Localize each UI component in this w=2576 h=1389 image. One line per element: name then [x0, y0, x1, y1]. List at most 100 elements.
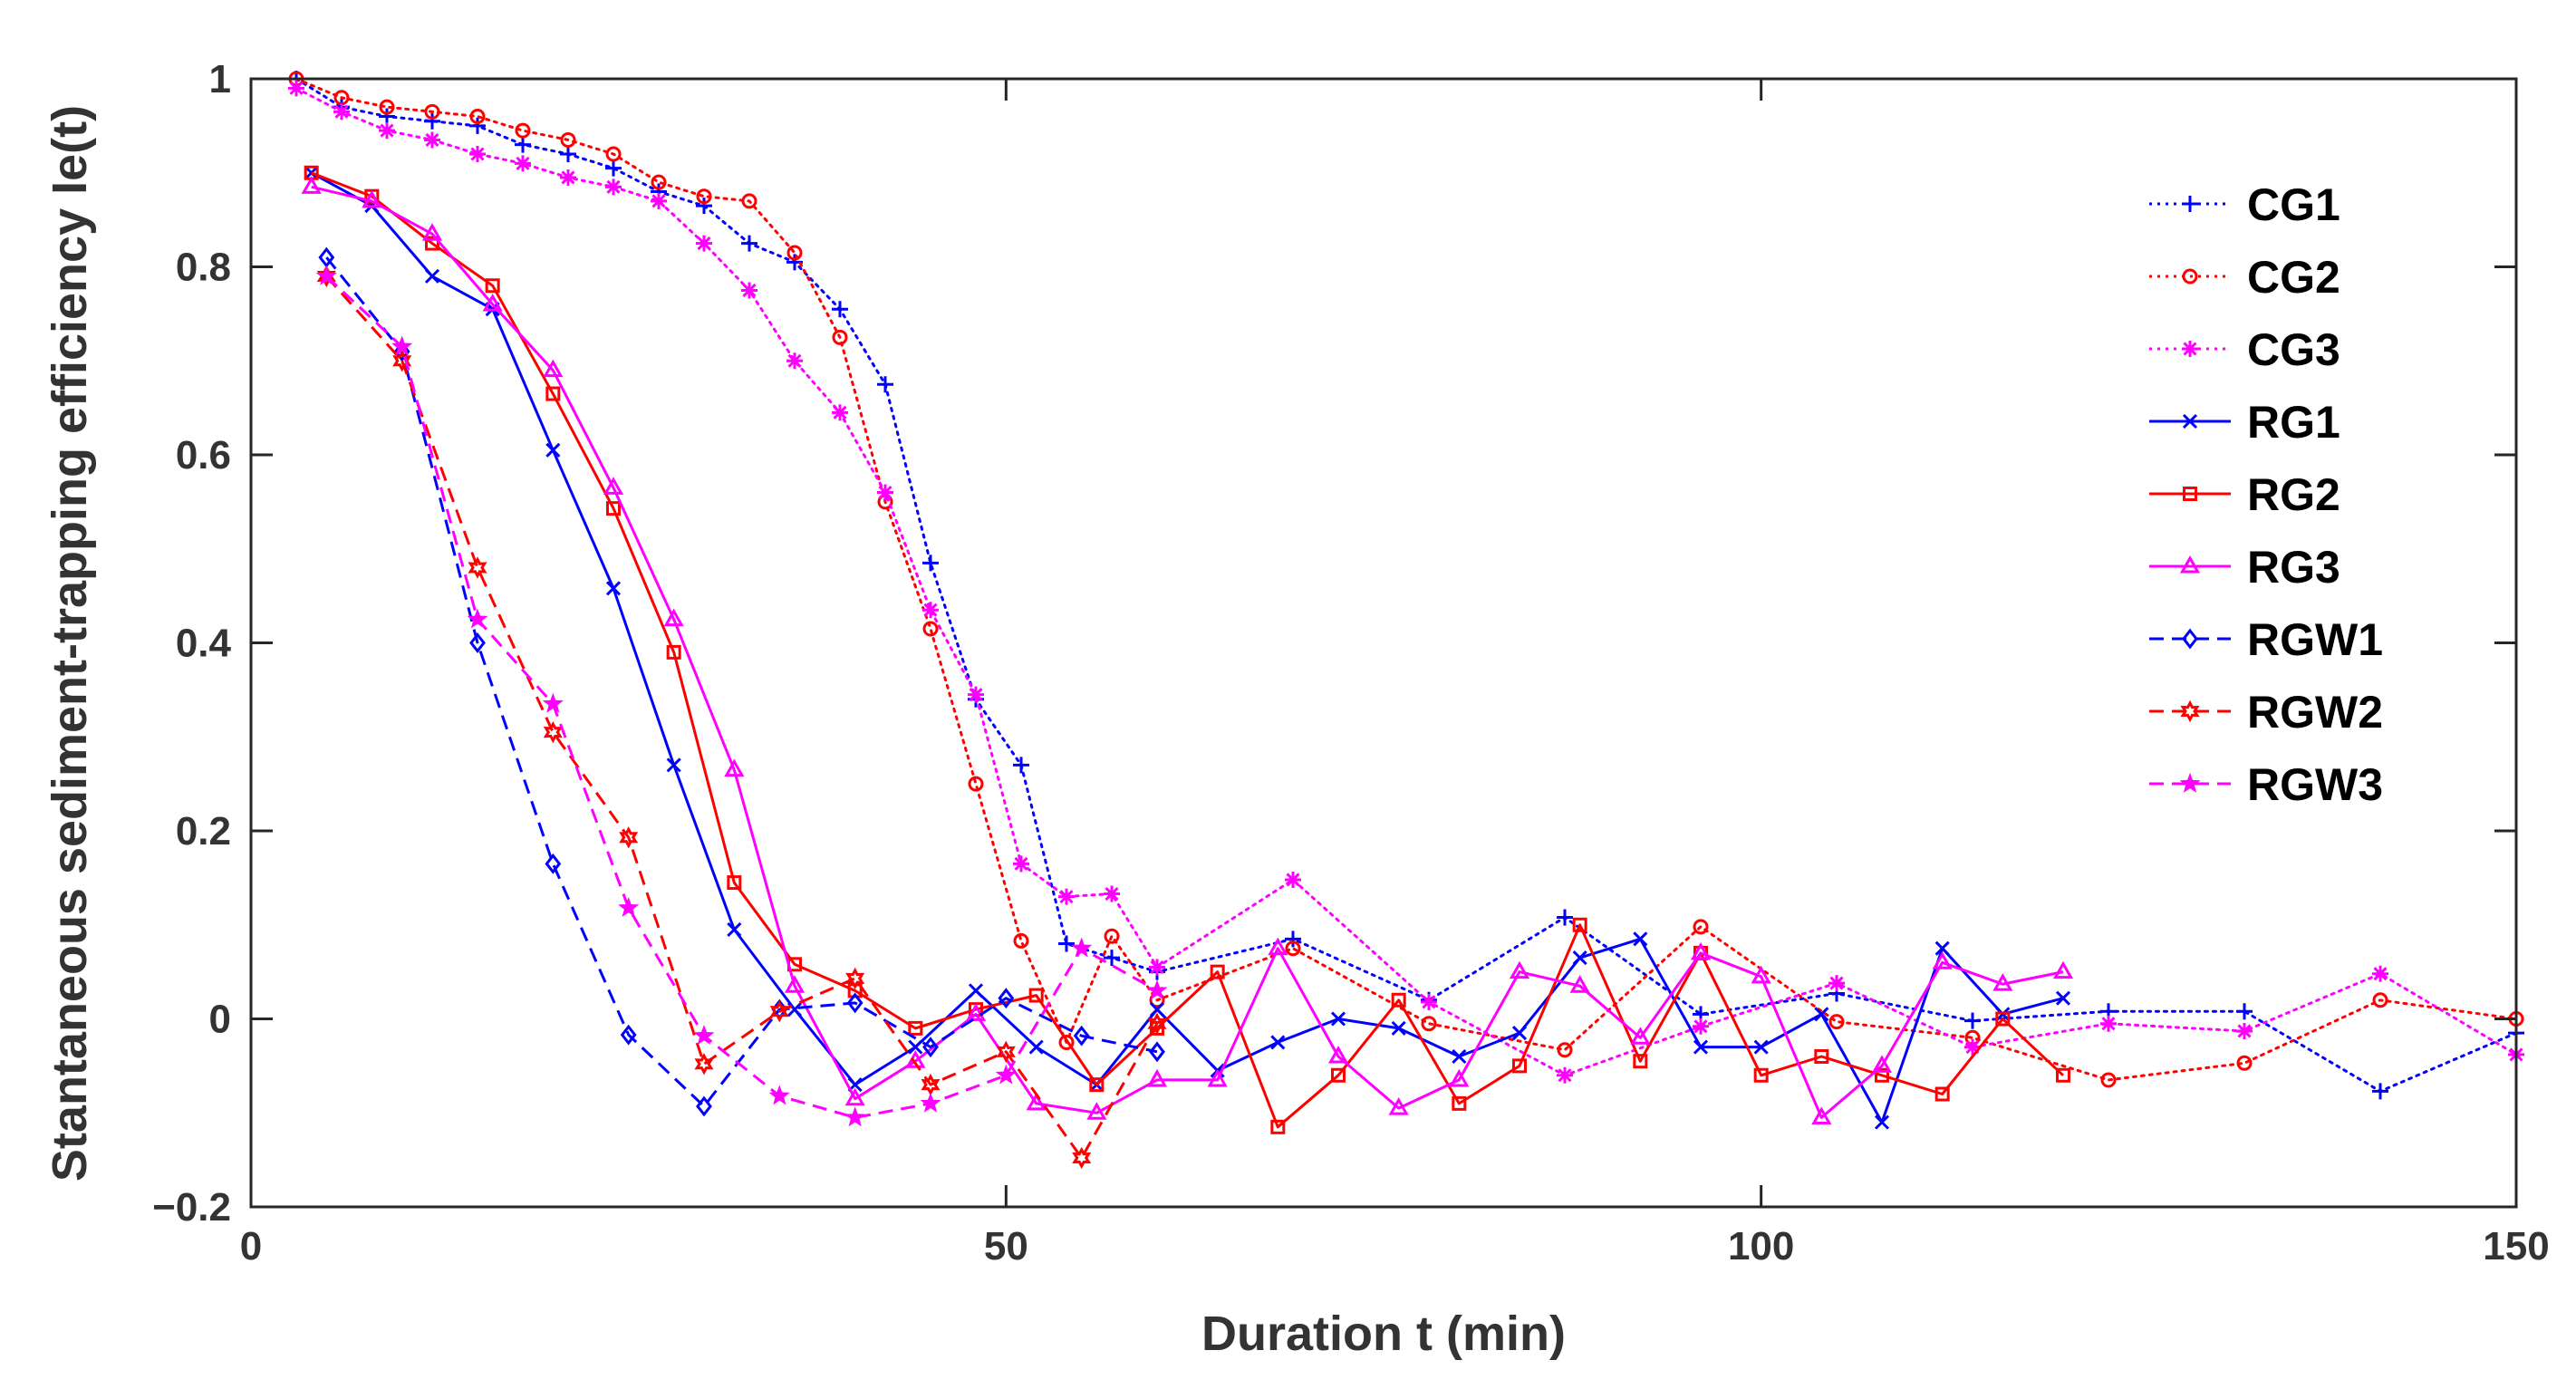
data-point — [696, 198, 712, 215]
data-point — [1207, 1068, 1228, 1087]
data-point — [1026, 1092, 1047, 1111]
data-point — [560, 146, 576, 162]
data-point — [727, 921, 742, 938]
data-point — [333, 103, 350, 121]
legend-label: RG2 — [2247, 469, 2340, 520]
legend: CG1 CG2 CG3 RG1 RG2 RG3 RGW1 RGW2 RGW3 — [2149, 179, 2383, 810]
data-point — [1814, 1007, 1829, 1022]
data-point — [1149, 1002, 1165, 1018]
data-point — [1811, 1106, 1832, 1124]
series-rg3 — [301, 176, 2074, 1124]
data-point — [424, 268, 440, 284]
data-point — [832, 329, 848, 345]
data-point — [666, 757, 681, 773]
data-point — [922, 1037, 939, 1058]
data-point — [1452, 1048, 1467, 1065]
x-tick-label: 100 — [1728, 1224, 1794, 1268]
series-line-rgw3 — [325, 275, 1158, 1119]
data-point — [2100, 1015, 2117, 1032]
data-point — [1512, 1058, 1527, 1074]
data-point — [2055, 990, 2071, 1006]
data-point — [619, 826, 639, 849]
series-line-rg1 — [310, 171, 2064, 1124]
data-point — [1753, 1067, 1769, 1083]
data-point — [651, 174, 667, 190]
data-point — [379, 99, 395, 115]
data-point — [2236, 1022, 2253, 1039]
data-point — [1557, 1066, 1573, 1084]
x-tick-label: 50 — [984, 1224, 1028, 1268]
data-point — [2056, 1067, 2070, 1083]
data-point — [424, 131, 440, 149]
y-tick-label: −0.2 — [152, 1185, 231, 1230]
legend-marker — [2182, 628, 2198, 650]
legend-item-cg1: CG1 — [2149, 179, 2340, 230]
data-point — [1569, 975, 1590, 993]
data-point — [1013, 932, 1029, 949]
data-point — [1086, 1102, 1107, 1120]
data-point — [1814, 1049, 1829, 1064]
data-point — [485, 278, 500, 294]
data-point — [1572, 950, 1587, 966]
data-point — [769, 1000, 789, 1023]
data-point — [605, 159, 622, 177]
data-point — [391, 335, 413, 356]
data-point — [288, 80, 304, 97]
legend-label: RG3 — [2247, 542, 2340, 593]
data-point — [1995, 1011, 2011, 1027]
data-point — [469, 146, 486, 162]
data-point — [1992, 973, 2013, 991]
data-point — [1327, 1045, 1349, 1064]
series-line-cg2 — [294, 77, 2518, 1082]
data-point — [845, 967, 865, 990]
data-point — [424, 112, 440, 130]
data-point — [606, 501, 621, 516]
data-point — [877, 376, 893, 393]
data-point — [618, 896, 640, 917]
data-point — [379, 108, 395, 125]
data-point — [1690, 941, 1712, 960]
data-point — [560, 169, 576, 186]
data-point — [1104, 885, 1120, 902]
data-point — [786, 352, 803, 370]
legend-label: RG1 — [2247, 397, 2340, 448]
data-point — [482, 293, 503, 312]
data-point — [666, 644, 681, 660]
data-point — [545, 853, 562, 874]
data-point — [2372, 992, 2388, 1008]
series-line-rgw1 — [325, 256, 1158, 1108]
data-point — [2372, 1083, 2388, 1100]
series-line-cg3 — [294, 86, 2518, 1077]
y-axis-title: Stantaneous sediment-trapping efficiency… — [43, 105, 97, 1182]
legend-marker — [2182, 196, 2198, 212]
data-point — [425, 236, 439, 251]
data-point — [1072, 1146, 1092, 1170]
data-point — [846, 992, 863, 1014]
data-point — [1391, 992, 1406, 1008]
data-point — [1932, 951, 1953, 969]
series-line-rgw2 — [325, 275, 1159, 1160]
data-point — [1285, 871, 1301, 888]
data-point — [694, 1053, 714, 1076]
data-point — [1104, 950, 1120, 967]
data-point — [768, 1085, 790, 1105]
x-tick-label: 0 — [240, 1224, 262, 1268]
data-point — [995, 1064, 1017, 1085]
legend-item-rg3: RG3 — [2149, 542, 2340, 593]
data-point — [1013, 757, 1029, 774]
series-cg3 — [288, 80, 2524, 1084]
legend-marker — [2179, 555, 2201, 574]
legend-item-cg3: CG3 — [2149, 324, 2340, 375]
data-point — [832, 404, 848, 421]
data-point — [1058, 935, 1075, 952]
x-tick-label: 150 — [2483, 1224, 2549, 1268]
data-point — [1693, 919, 1709, 935]
data-point — [786, 245, 803, 261]
data-point — [922, 621, 939, 637]
legend-item-rg2: RG2 — [2149, 469, 2340, 520]
data-point — [693, 1025, 715, 1046]
data-point — [1104, 928, 1120, 944]
series-rgw3 — [315, 265, 1168, 1127]
data-point — [1421, 993, 1437, 1010]
data-point — [741, 282, 757, 299]
